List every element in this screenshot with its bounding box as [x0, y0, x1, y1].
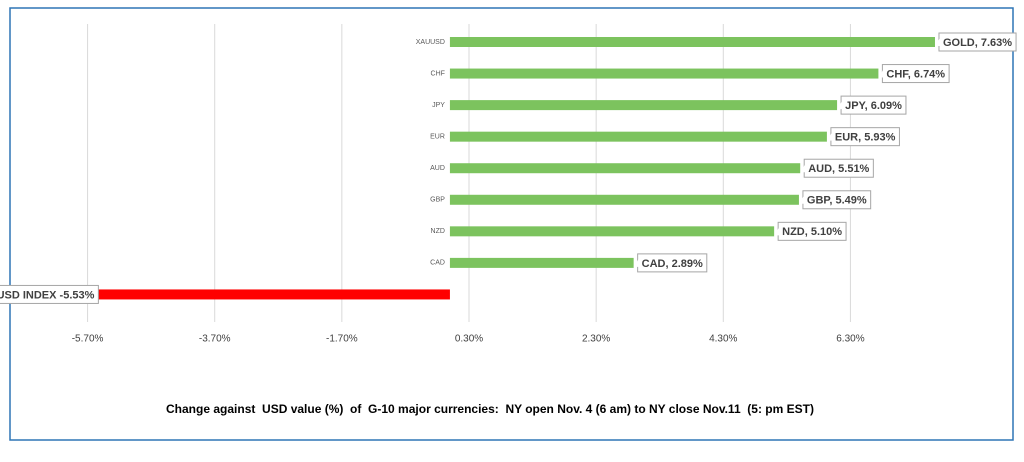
- bar: [449, 68, 879, 79]
- label-callout: [826, 132, 832, 141]
- y-tick-label: AUD: [430, 165, 445, 172]
- x-tick-label: 0.30%: [455, 334, 483, 345]
- label-callout: [798, 195, 804, 204]
- x-tick-label: 4.30%: [709, 334, 737, 345]
- bar: [449, 131, 827, 142]
- x-tick-label: -1.70%: [326, 334, 358, 345]
- x-tick-label: -3.70%: [199, 334, 231, 345]
- y-tick-label: GBP: [430, 197, 445, 204]
- bar: [449, 37, 935, 47]
- y-tick-label: XAUUSD: [416, 39, 445, 46]
- bar: [449, 100, 838, 111]
- y-tick-label: CHF: [431, 70, 445, 77]
- label-callout: [934, 38, 940, 46]
- label-callout: [878, 69, 884, 78]
- data-label: CHF, 6.74%: [886, 68, 945, 80]
- bar: [449, 226, 775, 237]
- data-label: CAD, 2.89%: [642, 258, 703, 270]
- x-tick-label: -5.70%: [72, 334, 104, 345]
- label-callout: [774, 227, 780, 236]
- y-tick-label: CAD: [430, 260, 445, 267]
- y-tick-label: JPY: [432, 102, 445, 109]
- bar: [449, 257, 634, 268]
- y-tick-label: EUR: [430, 134, 445, 141]
- bar: [449, 163, 801, 174]
- data-label: NZD, 5.10%: [782, 226, 842, 238]
- data-label: GBP, 5.49%: [807, 195, 867, 207]
- x-tick-label: 6.30%: [836, 334, 864, 345]
- chart-title: Change against USD value (%) of G-10 maj…: [166, 402, 814, 416]
- label-callout: [837, 101, 843, 110]
- y-tick-label: NZD: [431, 228, 445, 235]
- bar: [449, 194, 799, 205]
- x-tick-label: 2.30%: [582, 334, 610, 345]
- data-label: EUR, 5.93%: [835, 132, 896, 144]
- data-label: USD INDEX -5.53%: [0, 289, 95, 301]
- data-label: GOLD, 7.63%: [943, 37, 1012, 49]
- data-label: AUD, 5.51%: [808, 163, 869, 175]
- label-callout: [800, 164, 806, 173]
- data-label: JPY, 6.09%: [845, 100, 902, 112]
- label-callout: [633, 258, 639, 267]
- data-label-box: [0, 284, 99, 304]
- bar: [98, 289, 450, 300]
